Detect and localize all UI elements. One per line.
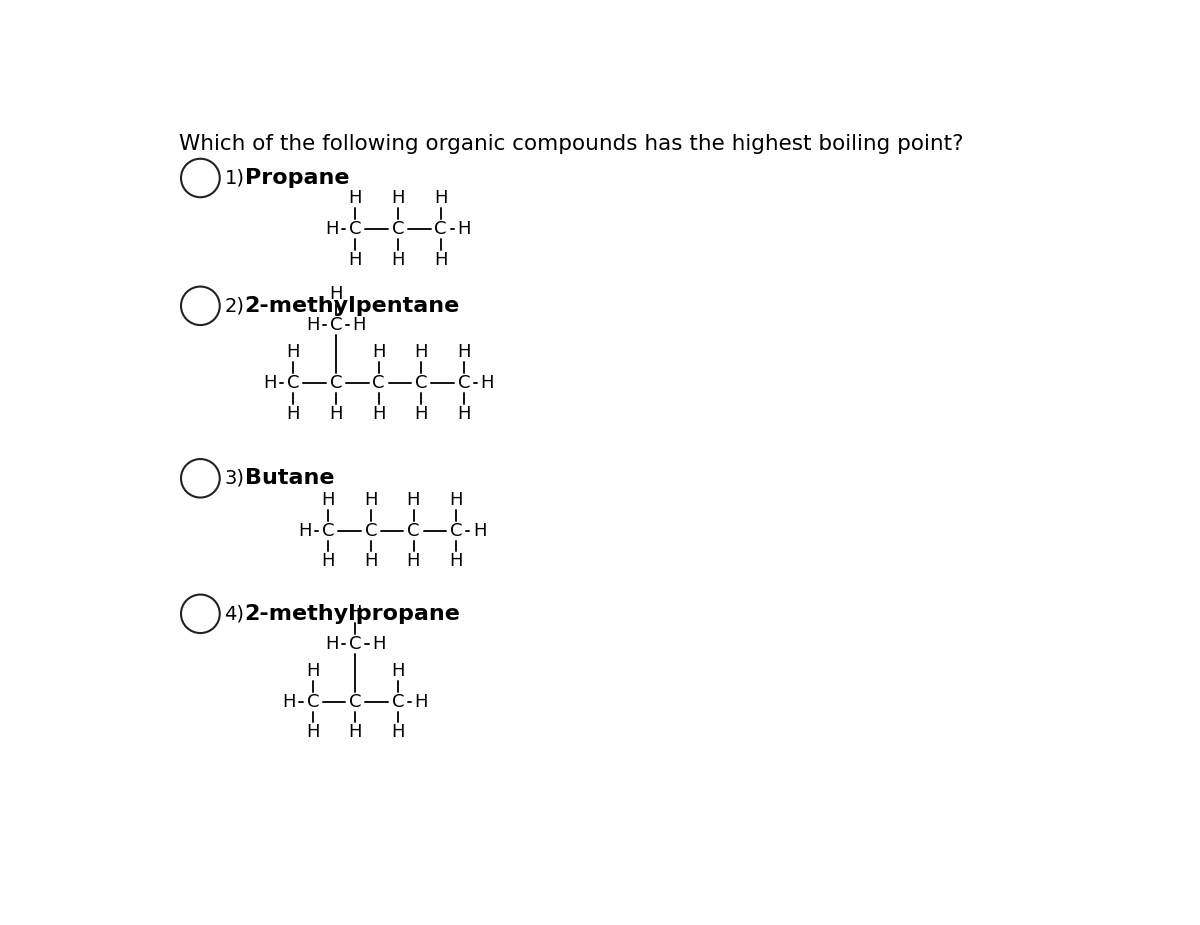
Text: H: H (364, 491, 378, 509)
Text: C: C (415, 374, 427, 392)
Text: H: H (391, 661, 404, 680)
Text: C: C (450, 522, 462, 539)
Text: C: C (322, 522, 335, 539)
Text: H: H (287, 404, 300, 423)
Text: C: C (349, 635, 361, 653)
Text: Butane: Butane (245, 468, 334, 488)
Text: H: H (434, 251, 448, 268)
Text: C: C (365, 522, 377, 539)
Text: H: H (473, 522, 486, 539)
Text: C: C (306, 693, 319, 710)
Text: H: H (325, 220, 338, 238)
Text: H: H (322, 552, 335, 571)
Text: C: C (391, 693, 404, 710)
Text: H: H (349, 189, 362, 207)
Text: H: H (434, 189, 448, 207)
Text: C: C (349, 220, 361, 238)
Text: 1): 1) (224, 168, 245, 188)
Text: H: H (325, 635, 338, 653)
Text: H: H (407, 491, 420, 509)
Text: Propane: Propane (245, 168, 349, 188)
Text: H: H (306, 723, 319, 742)
Text: 3): 3) (224, 469, 245, 487)
Text: H: H (372, 343, 385, 361)
Text: 2): 2) (224, 296, 245, 315)
Text: H: H (282, 693, 296, 710)
Text: C: C (407, 522, 420, 539)
Text: 2-methylpentane: 2-methylpentane (245, 296, 460, 315)
Text: H: H (349, 723, 362, 742)
Text: C: C (434, 220, 446, 238)
Text: H: H (349, 251, 362, 268)
Text: H: H (322, 491, 335, 509)
Text: H: H (353, 316, 366, 334)
Text: H: H (391, 723, 404, 742)
Text: H: H (329, 285, 343, 303)
Text: C: C (391, 220, 404, 238)
Text: H: H (372, 635, 385, 653)
Text: Which of the following organic compounds has the highest boiling point?: Which of the following organic compounds… (180, 134, 964, 154)
Text: H: H (306, 661, 319, 680)
Text: H: H (457, 343, 470, 361)
Text: H: H (415, 693, 428, 710)
Text: H: H (372, 404, 385, 423)
Text: H: H (414, 343, 428, 361)
Text: H: H (287, 343, 300, 361)
Text: C: C (330, 374, 342, 392)
Text: H: H (306, 316, 319, 334)
Text: H: H (364, 552, 378, 571)
Text: H: H (349, 604, 362, 622)
Text: H: H (414, 404, 428, 423)
Text: H: H (457, 404, 470, 423)
Text: H: H (449, 491, 463, 509)
Text: H: H (263, 374, 277, 392)
Text: 4): 4) (224, 604, 245, 623)
Text: 2-methylpropane: 2-methylpropane (245, 604, 461, 623)
Text: H: H (391, 251, 404, 268)
Text: C: C (457, 374, 470, 392)
Text: H: H (298, 522, 312, 539)
Text: C: C (349, 693, 361, 710)
Text: H: H (329, 404, 343, 423)
Text: C: C (287, 374, 300, 392)
Text: H: H (457, 220, 470, 238)
Text: H: H (480, 374, 494, 392)
Text: H: H (391, 189, 404, 207)
Text: H: H (449, 552, 463, 571)
Text: H: H (407, 552, 420, 571)
Text: C: C (372, 374, 385, 392)
Text: C: C (330, 316, 342, 334)
